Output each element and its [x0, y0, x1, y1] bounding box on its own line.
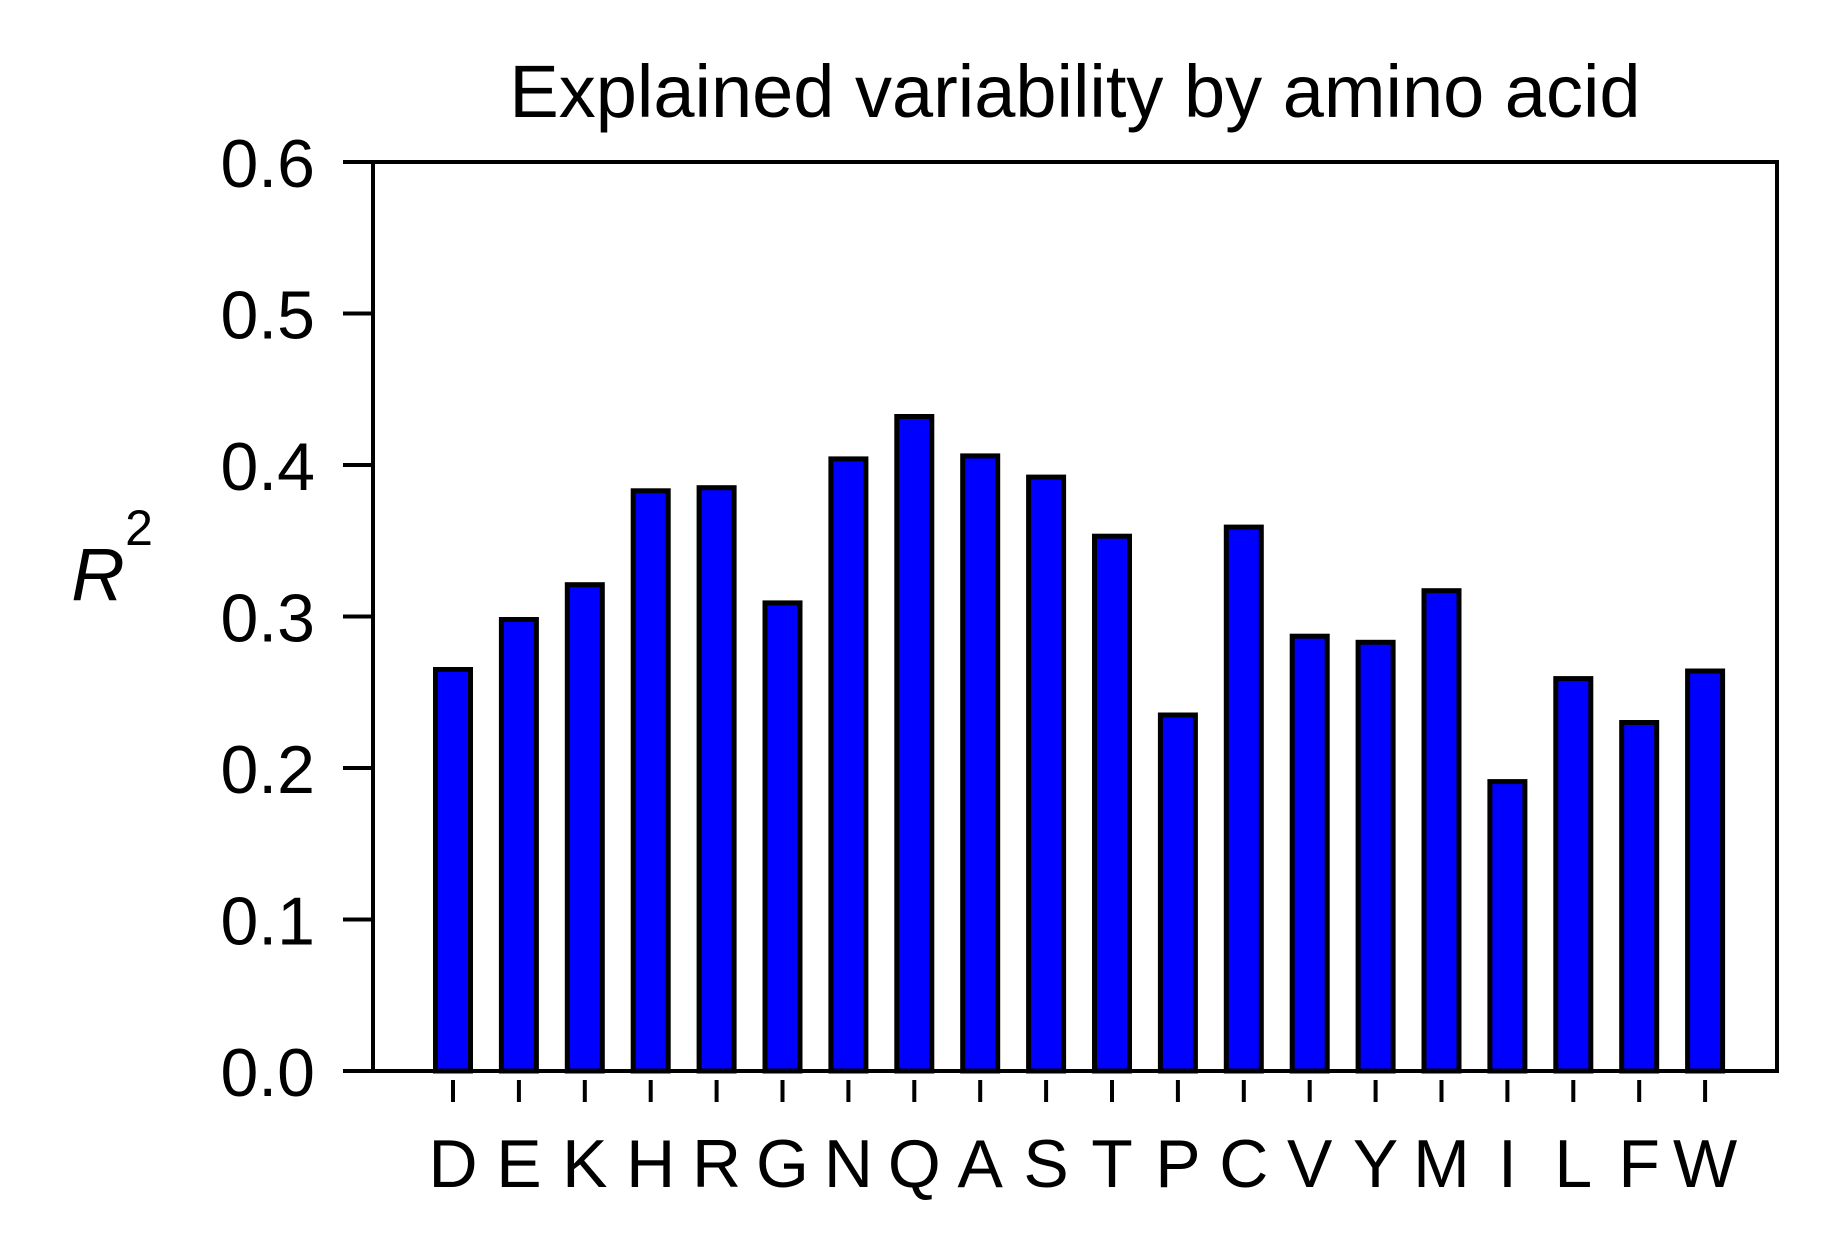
y-tick-label: 0.6 [220, 126, 315, 202]
x-tick-label-I: I [1498, 1126, 1517, 1202]
bar-D [433, 667, 473, 1074]
x-tick-label-V: V [1287, 1126, 1333, 1202]
y-tick-label: 0.4 [220, 429, 315, 505]
bar-S [1026, 474, 1067, 1074]
x-tick-label-S: S [1023, 1126, 1068, 1202]
bar-N [828, 456, 869, 1074]
y-tick-label: 0.1 [220, 884, 315, 960]
bar-P [1157, 712, 1198, 1074]
bar-G [762, 600, 803, 1074]
x-tick-label-F: F [1618, 1126, 1660, 1202]
bar-K [564, 582, 605, 1074]
y-axis-ticks: 0.0 0.1 0.2 0.3 0.4 0.5 0.6 [220, 126, 373, 1111]
x-tick-label-Y: Y [1353, 1126, 1398, 1202]
bar-W [1685, 668, 1726, 1074]
bar-H [630, 488, 671, 1074]
bar-E [498, 617, 539, 1074]
y-axis-label: R [71, 533, 124, 616]
bar-V [1289, 633, 1330, 1074]
x-tick-label-G: G [756, 1126, 809, 1202]
bar-A [960, 453, 1001, 1074]
x-tick-label-T: T [1091, 1126, 1133, 1202]
bars [433, 414, 1726, 1074]
x-tick-label-K: K [562, 1126, 607, 1202]
bar-I [1487, 779, 1528, 1074]
x-tick-label-M: M [1413, 1126, 1470, 1202]
x-tick-label-L: L [1554, 1126, 1592, 1202]
bar-Q [894, 414, 935, 1074]
plot-frame [371, 160, 1779, 1073]
x-tick-label-W: W [1673, 1126, 1737, 1202]
y-axis-label-superscript: 2 [125, 500, 153, 556]
x-tick-label-P: P [1155, 1126, 1200, 1202]
y-tick-label: 0.2 [220, 732, 315, 808]
bar-Y [1355, 639, 1396, 1074]
bar-T [1092, 533, 1132, 1074]
x-tick-label-R: R [692, 1126, 741, 1202]
y-tick-label: 0.5 [220, 278, 315, 354]
x-tick-label-D: D [428, 1126, 477, 1202]
x-tick-label-Q: Q [888, 1126, 941, 1202]
x-tick-label-H: H [626, 1126, 675, 1202]
bar-C [1223, 524, 1264, 1074]
bar-R [696, 485, 737, 1074]
bar-F [1619, 720, 1660, 1074]
x-tick-label-N: N [824, 1126, 873, 1202]
y-tick-label: 0.3 [220, 581, 315, 657]
y-tick-label: 0.0 [220, 1035, 315, 1111]
x-tick-label-E: E [496, 1126, 541, 1202]
x-tick-label-C: C [1219, 1126, 1268, 1202]
bar-L [1553, 676, 1594, 1074]
bar-M [1421, 588, 1462, 1074]
chart-title: Explained variability by amino acid [509, 50, 1640, 133]
x-tick-label-A: A [958, 1126, 1004, 1202]
